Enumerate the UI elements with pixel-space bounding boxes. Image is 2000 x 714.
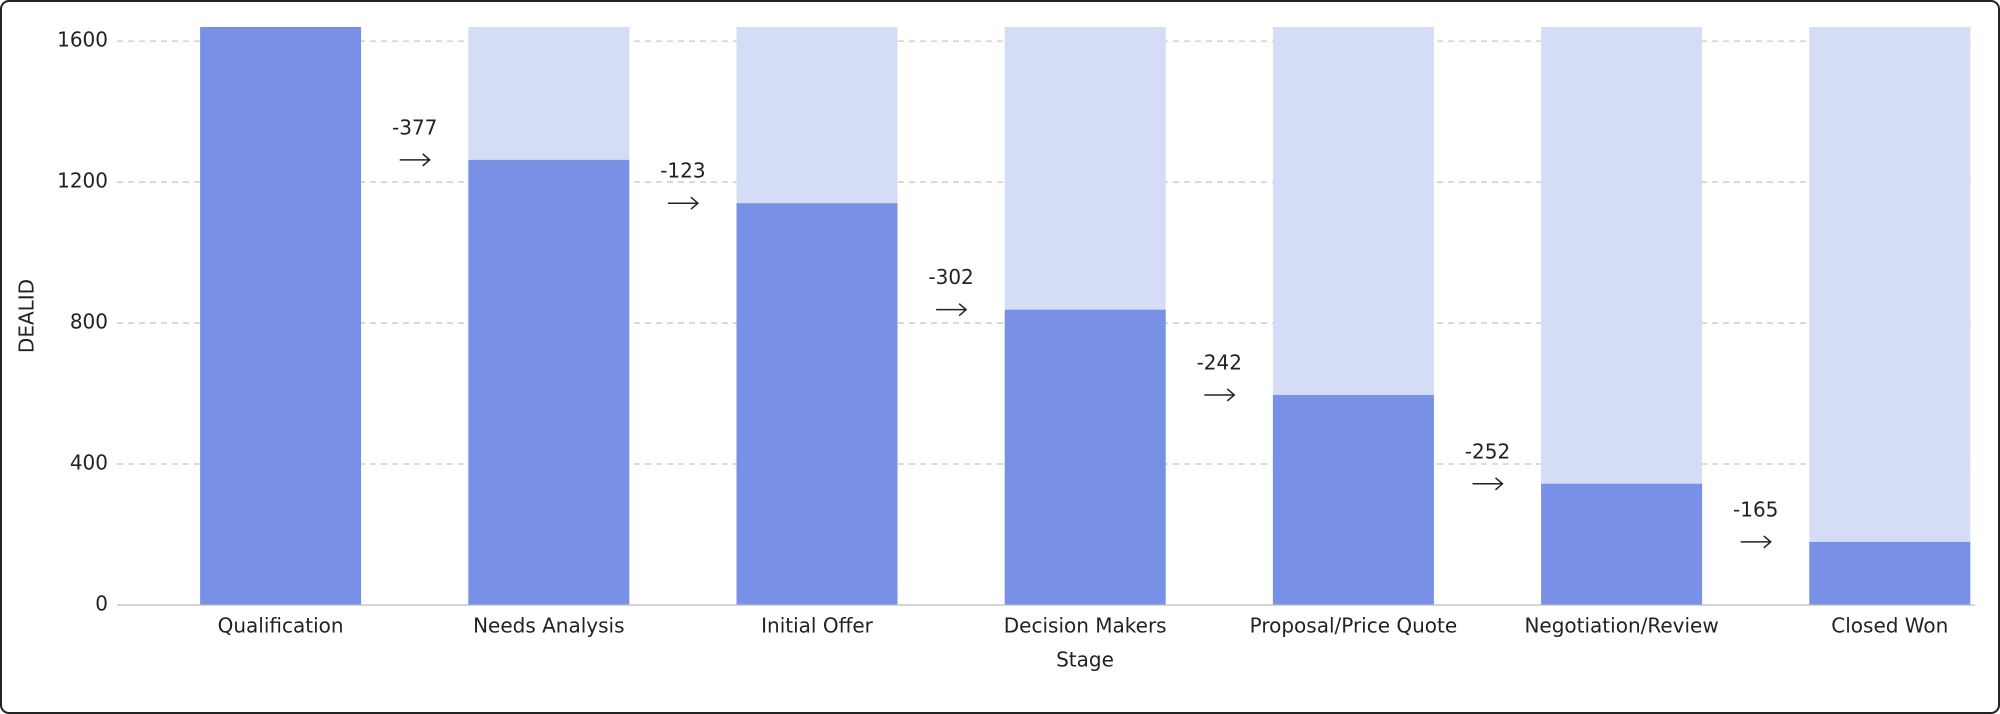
arrow bbox=[1472, 477, 1504, 491]
x-tick-label: Needs Analysis bbox=[473, 614, 624, 638]
x-tick-label: Qualification bbox=[218, 614, 344, 638]
bar bbox=[468, 159, 630, 605]
change-label: -252 bbox=[1465, 439, 1510, 463]
arrow bbox=[1204, 388, 1236, 402]
bar bbox=[736, 203, 898, 605]
x-tick-label: Proposal/Price Quote bbox=[1250, 614, 1458, 638]
arrow bbox=[1740, 535, 1772, 549]
bar bbox=[200, 27, 362, 605]
change-label: -302 bbox=[928, 265, 973, 289]
x-tick-label: Negotiation/Review bbox=[1524, 614, 1718, 638]
x-tick-label: Closed Won bbox=[1831, 614, 1948, 638]
change-label: -377 bbox=[392, 115, 437, 139]
y-tick-label: 0 bbox=[95, 592, 108, 616]
change-label: -123 bbox=[660, 159, 705, 183]
arrow bbox=[936, 303, 968, 317]
y-tick-label: 400 bbox=[70, 451, 108, 475]
x-tick-label: Decision Makers bbox=[1004, 614, 1167, 638]
change-label: -242 bbox=[1197, 350, 1242, 374]
arrow bbox=[667, 196, 700, 210]
change-label: -165 bbox=[1733, 497, 1778, 521]
y-axis-title: DEALID bbox=[15, 279, 39, 353]
bar bbox=[1541, 483, 1703, 605]
bar-background bbox=[1809, 27, 1971, 605]
y-tick-label: 1600 bbox=[57, 28, 108, 52]
bar bbox=[1004, 309, 1166, 605]
y-tick-label: 800 bbox=[70, 310, 108, 334]
bar bbox=[1272, 394, 1434, 605]
x-tick-label: Initial Offer bbox=[761, 614, 874, 638]
arrow bbox=[399, 153, 431, 167]
y-tick-label: 1200 bbox=[57, 169, 108, 193]
x-axis-title: Stage bbox=[1056, 648, 1114, 672]
bar bbox=[1809, 541, 1971, 605]
